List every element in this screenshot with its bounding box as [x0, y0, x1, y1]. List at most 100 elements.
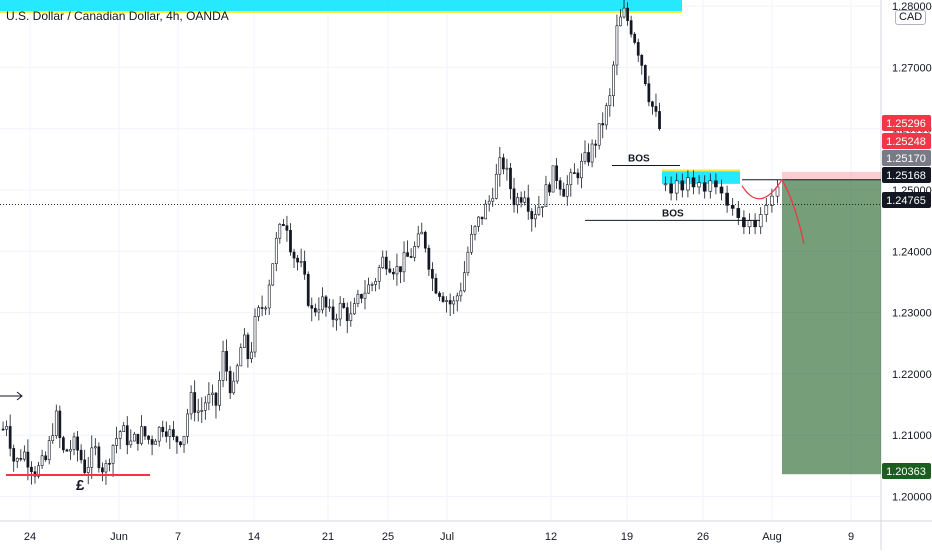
candle-body [459, 290, 463, 297]
candle-body [246, 334, 250, 360]
candle-body [764, 205, 769, 215]
candle-body [708, 180, 713, 192]
candle-body [356, 294, 360, 304]
x-tick-label: Jul [440, 531, 454, 543]
candle-body [416, 233, 420, 247]
candle-body [214, 392, 218, 406]
candle-body [651, 101, 654, 107]
candle-body [250, 351, 253, 360]
candle-body [509, 167, 512, 190]
candle-body [583, 152, 587, 162]
candle-body [423, 231, 427, 249]
candle-body [590, 143, 594, 163]
candle-body [101, 467, 104, 473]
candle-body [523, 197, 527, 203]
candle-body [62, 437, 65, 451]
price-label-text: 1.24765 [886, 195, 926, 207]
candle-body [125, 425, 129, 446]
candle-body [232, 380, 236, 394]
candle-body [544, 184, 548, 207]
candle-body [516, 197, 519, 206]
candle-body [12, 448, 16, 462]
candle-body [218, 380, 221, 406]
candle-body [413, 246, 417, 258]
candle-body [58, 410, 62, 438]
candle-body [83, 459, 87, 473]
candle-body [338, 302, 342, 320]
candle-body [691, 177, 696, 188]
chart-title: U.S. Dollar / Canadian Dollar, 4h, OANDA [6, 9, 229, 23]
price-label-box [882, 463, 931, 479]
candle-body [175, 436, 179, 443]
candle-body [150, 439, 154, 445]
candle-body [303, 261, 307, 275]
candle-body [629, 20, 633, 35]
y-tick-label: 1.23000 [892, 308, 932, 320]
x-tick-label: 24 [24, 531, 36, 543]
candle-body [242, 334, 246, 348]
candle-body [239, 347, 243, 367]
candle-body [282, 223, 285, 226]
candle-body [22, 451, 26, 460]
candle-body [352, 303, 356, 315]
candle-body [445, 300, 448, 302]
candle-body [69, 449, 72, 452]
candle-body [328, 306, 331, 309]
candle-body [597, 123, 601, 146]
candle-body [26, 451, 30, 468]
candle-body [541, 206, 544, 208]
candle-body [90, 447, 94, 468]
candle-body [168, 429, 172, 437]
candle-body [228, 370, 232, 394]
price-label-box [882, 115, 931, 131]
candle-body [33, 471, 37, 477]
candle-body [647, 83, 651, 103]
candle-body [86, 467, 90, 473]
bos-label-lower: BOS [662, 208, 684, 219]
x-tick-label: 25 [382, 531, 394, 543]
candle-body [182, 436, 186, 446]
arrow-head-icon [16, 391, 23, 401]
candle-body [342, 302, 346, 308]
candle-body [324, 296, 328, 308]
candle-body [608, 95, 612, 107]
bos-label-upper: BOS [628, 153, 650, 164]
candle-body [431, 269, 434, 279]
candle-body [164, 431, 168, 437]
candle-body [37, 465, 40, 477]
candle-body [604, 105, 608, 126]
candle-body [104, 462, 108, 473]
candle-body [548, 184, 551, 193]
candle-body [363, 292, 367, 299]
projection-down [781, 179, 805, 245]
candle-body [317, 309, 321, 313]
candle-body [345, 307, 349, 321]
price-label-text: 1.20363 [886, 466, 926, 478]
candle-body [161, 426, 165, 433]
candle-body [257, 307, 260, 317]
candle-body [79, 449, 83, 461]
candle-body [118, 431, 122, 439]
candle-body [663, 183, 668, 186]
candle-body [680, 180, 685, 191]
candle-body [1, 428, 5, 431]
x-tick-label: 14 [248, 531, 260, 543]
candle-body [278, 223, 282, 239]
candle-body [477, 216, 480, 227]
candle-body [147, 435, 150, 440]
candle-body [512, 188, 516, 206]
candle-body [569, 172, 573, 186]
candle-body [388, 268, 392, 273]
price-label-text: 1.25248 [886, 136, 926, 148]
candle-body [686, 177, 690, 191]
candle-body [452, 300, 456, 305]
candle-body [321, 296, 324, 311]
candle-body [122, 425, 126, 432]
candle-body [714, 180, 718, 188]
candle-body [143, 426, 147, 437]
x-tick-label: Aug [762, 531, 782, 543]
candle-body [697, 182, 701, 188]
candle-body [636, 42, 640, 56]
candle-body [505, 167, 509, 170]
